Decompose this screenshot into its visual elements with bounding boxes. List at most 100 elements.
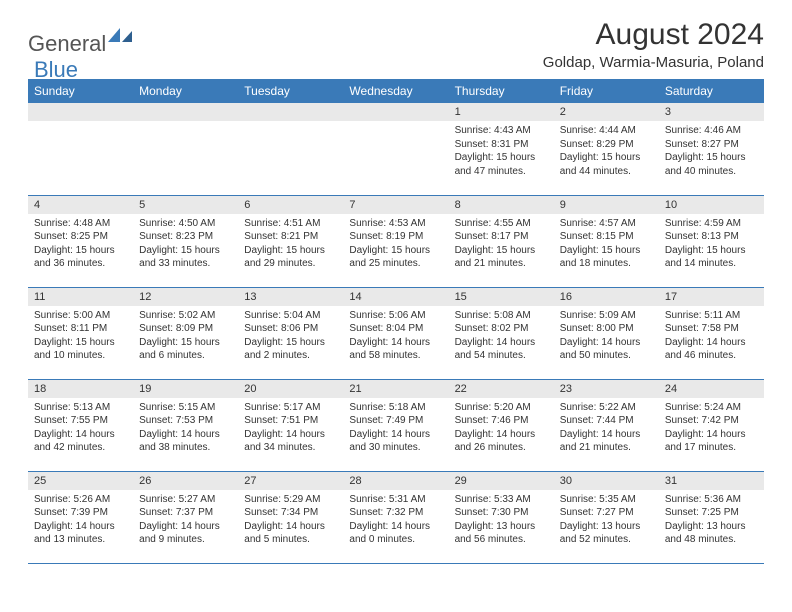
daylight-line1: Daylight: 15 hours xyxy=(34,336,127,350)
day-number: 23 xyxy=(554,380,659,398)
daylight-line1: Daylight: 13 hours xyxy=(665,520,758,534)
day-details: Sunrise: 5:29 AMSunset: 7:34 PMDaylight:… xyxy=(238,490,343,551)
daylight-line2: and 18 minutes. xyxy=(560,257,653,271)
week-row: 4Sunrise: 4:48 AMSunset: 8:25 PMDaylight… xyxy=(28,195,764,287)
day-cell: 9Sunrise: 4:57 AMSunset: 8:15 PMDaylight… xyxy=(554,195,659,287)
day-details: Sunrise: 5:09 AMSunset: 8:00 PMDaylight:… xyxy=(554,306,659,367)
daylight-line1: Daylight: 15 hours xyxy=(244,336,337,350)
daylight-line1: Daylight: 15 hours xyxy=(244,244,337,258)
daylight-line2: and 30 minutes. xyxy=(349,441,442,455)
empty-day-bar xyxy=(28,103,133,121)
sunset-text: Sunset: 7:53 PM xyxy=(139,414,232,428)
daylight-line1: Daylight: 13 hours xyxy=(455,520,548,534)
sunset-text: Sunset: 8:13 PM xyxy=(665,230,758,244)
day-number: 12 xyxy=(133,288,238,306)
day-cell: 23Sunrise: 5:22 AMSunset: 7:44 PMDayligh… xyxy=(554,379,659,471)
sunset-text: Sunset: 7:51 PM xyxy=(244,414,337,428)
sunset-text: Sunset: 8:27 PM xyxy=(665,138,758,152)
daylight-line2: and 56 minutes. xyxy=(455,533,548,547)
day-details: Sunrise: 5:35 AMSunset: 7:27 PMDaylight:… xyxy=(554,490,659,551)
dow-saturday: Saturday xyxy=(659,79,764,103)
daylight-line1: Daylight: 14 hours xyxy=(244,428,337,442)
daylight-line2: and 2 minutes. xyxy=(244,349,337,363)
day-cell xyxy=(28,103,133,195)
sunrise-text: Sunrise: 5:02 AM xyxy=(139,309,232,323)
dow-wednesday: Wednesday xyxy=(343,79,448,103)
day-number: 6 xyxy=(238,196,343,214)
daylight-line1: Daylight: 14 hours xyxy=(665,428,758,442)
day-number: 1 xyxy=(449,103,554,121)
daylight-line1: Daylight: 14 hours xyxy=(560,428,653,442)
sunrise-text: Sunrise: 4:43 AM xyxy=(455,124,548,138)
sunrise-text: Sunrise: 5:24 AM xyxy=(665,401,758,415)
sunrise-text: Sunrise: 4:53 AM xyxy=(349,217,442,231)
sunrise-text: Sunrise: 4:48 AM xyxy=(34,217,127,231)
day-cell: 11Sunrise: 5:00 AMSunset: 8:11 PMDayligh… xyxy=(28,287,133,379)
sunrise-text: Sunrise: 5:04 AM xyxy=(244,309,337,323)
sunrise-text: Sunrise: 5:27 AM xyxy=(139,493,232,507)
day-details: Sunrise: 4:51 AMSunset: 8:21 PMDaylight:… xyxy=(238,214,343,275)
sunrise-text: Sunrise: 5:29 AM xyxy=(244,493,337,507)
sunset-text: Sunset: 7:37 PM xyxy=(139,506,232,520)
day-cell: 1Sunrise: 4:43 AMSunset: 8:31 PMDaylight… xyxy=(449,103,554,195)
daylight-line1: Daylight: 14 hours xyxy=(139,428,232,442)
day-number: 13 xyxy=(238,288,343,306)
sunrise-text: Sunrise: 4:46 AM xyxy=(665,124,758,138)
daylight-line2: and 38 minutes. xyxy=(139,441,232,455)
calendar-page: General August 2024 Goldap, Warmia-Masur… xyxy=(0,0,792,574)
day-cell: 2Sunrise: 4:44 AMSunset: 8:29 PMDaylight… xyxy=(554,103,659,195)
day-number: 27 xyxy=(238,472,343,490)
sunrise-text: Sunrise: 5:31 AM xyxy=(349,493,442,507)
day-details: Sunrise: 4:46 AMSunset: 8:27 PMDaylight:… xyxy=(659,121,764,182)
daylight-line2: and 10 minutes. xyxy=(34,349,127,363)
sunrise-text: Sunrise: 4:44 AM xyxy=(560,124,653,138)
day-number: 31 xyxy=(659,472,764,490)
day-number: 14 xyxy=(343,288,448,306)
daylight-line2: and 58 minutes. xyxy=(349,349,442,363)
daylight-line1: Daylight: 15 hours xyxy=(455,151,548,165)
day-number: 10 xyxy=(659,196,764,214)
calendar-table: Sunday Monday Tuesday Wednesday Thursday… xyxy=(28,79,764,564)
brand-part2: Blue xyxy=(34,57,78,83)
daylight-line2: and 0 minutes. xyxy=(349,533,442,547)
sunset-text: Sunset: 8:06 PM xyxy=(244,322,337,336)
dow-tuesday: Tuesday xyxy=(238,79,343,103)
daylight-line2: and 34 minutes. xyxy=(244,441,337,455)
day-cell: 22Sunrise: 5:20 AMSunset: 7:46 PMDayligh… xyxy=(449,379,554,471)
daylight-line2: and 46 minutes. xyxy=(665,349,758,363)
day-cell: 12Sunrise: 5:02 AMSunset: 8:09 PMDayligh… xyxy=(133,287,238,379)
daylight-line2: and 26 minutes. xyxy=(455,441,548,455)
sunrise-text: Sunrise: 4:50 AM xyxy=(139,217,232,231)
sunrise-text: Sunrise: 5:06 AM xyxy=(349,309,442,323)
day-details: Sunrise: 5:31 AMSunset: 7:32 PMDaylight:… xyxy=(343,490,448,551)
sunrise-text: Sunrise: 5:11 AM xyxy=(665,309,758,323)
sunset-text: Sunset: 8:29 PM xyxy=(560,138,653,152)
day-details: Sunrise: 5:36 AMSunset: 7:25 PMDaylight:… xyxy=(659,490,764,551)
day-details: Sunrise: 4:50 AMSunset: 8:23 PMDaylight:… xyxy=(133,214,238,275)
daylight-line1: Daylight: 14 hours xyxy=(560,336,653,350)
daylight-line2: and 40 minutes. xyxy=(665,165,758,179)
sunrise-text: Sunrise: 5:09 AM xyxy=(560,309,653,323)
day-cell: 16Sunrise: 5:09 AMSunset: 8:00 PMDayligh… xyxy=(554,287,659,379)
daylight-line2: and 54 minutes. xyxy=(455,349,548,363)
daylight-line1: Daylight: 14 hours xyxy=(349,336,442,350)
day-cell: 21Sunrise: 5:18 AMSunset: 7:49 PMDayligh… xyxy=(343,379,448,471)
day-details: Sunrise: 4:55 AMSunset: 8:17 PMDaylight:… xyxy=(449,214,554,275)
sunset-text: Sunset: 7:49 PM xyxy=(349,414,442,428)
daylight-line2: and 21 minutes. xyxy=(560,441,653,455)
daylight-line2: and 21 minutes. xyxy=(455,257,548,271)
day-number: 16 xyxy=(554,288,659,306)
day-details: Sunrise: 5:17 AMSunset: 7:51 PMDaylight:… xyxy=(238,398,343,459)
day-of-week-row: Sunday Monday Tuesday Wednesday Thursday… xyxy=(28,79,764,103)
daylight-line1: Daylight: 13 hours xyxy=(560,520,653,534)
day-cell xyxy=(343,103,448,195)
empty-day-bar xyxy=(238,103,343,121)
day-cell: 29Sunrise: 5:33 AMSunset: 7:30 PMDayligh… xyxy=(449,471,554,563)
day-details: Sunrise: 4:57 AMSunset: 8:15 PMDaylight:… xyxy=(554,214,659,275)
sunrise-text: Sunrise: 5:08 AM xyxy=(455,309,548,323)
sunrise-text: Sunrise: 4:55 AM xyxy=(455,217,548,231)
day-number: 25 xyxy=(28,472,133,490)
day-number: 5 xyxy=(133,196,238,214)
daylight-line2: and 47 minutes. xyxy=(455,165,548,179)
sunset-text: Sunset: 7:44 PM xyxy=(560,414,653,428)
